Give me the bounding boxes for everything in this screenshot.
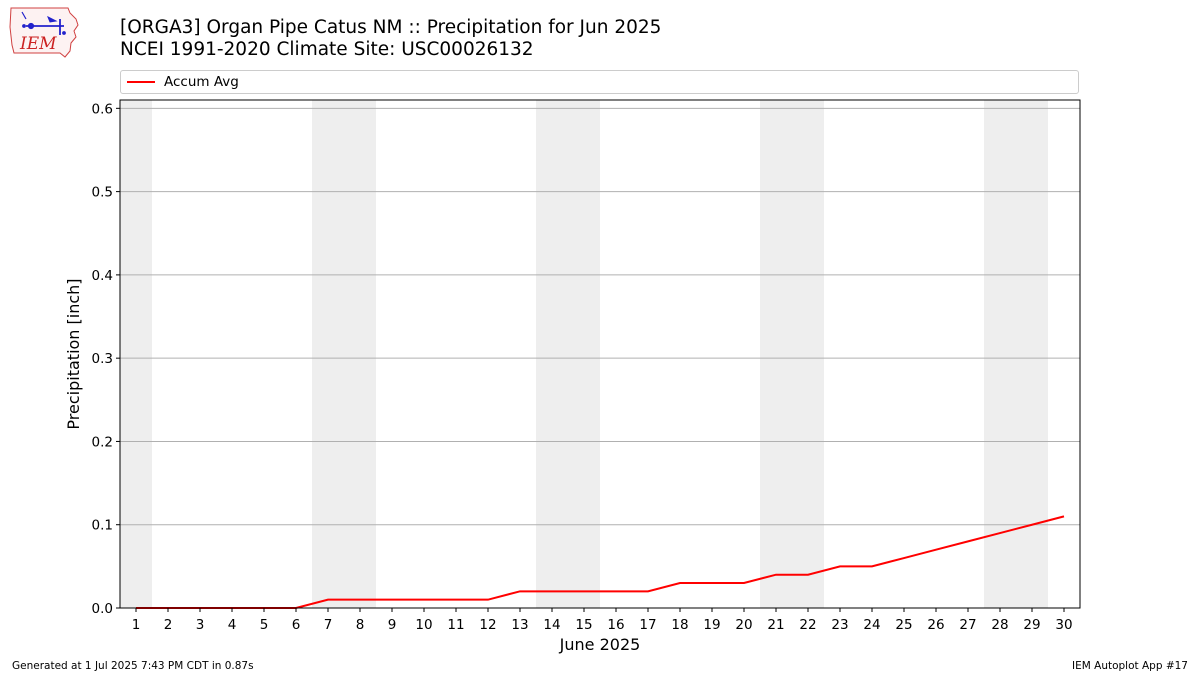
x-tick-label: 17 [639,617,656,633]
legend: Accum Avg [120,70,1079,94]
x-tick-label: 4 [228,617,237,633]
y-tick-label: 0.2 [92,434,113,450]
x-tick-label: 18 [671,617,688,633]
x-tick-label: 22 [799,617,816,633]
weekend-band [984,100,1016,608]
legend-label: Accum Avg [164,74,239,90]
x-tick-label: 1 [132,617,141,633]
iowa-outline-icon [9,7,79,58]
x-tick-label: 28 [991,617,1008,633]
plot-frame [119,99,1081,609]
x-tick-label: 23 [831,617,848,633]
weekend-band [760,100,792,608]
y-tick-label: 0.3 [92,351,113,367]
weekend-band [568,100,600,608]
x-tick-label: 8 [356,617,365,633]
chart-title: [ORGA3] Organ Pipe Catus NM :: Precipita… [120,17,661,61]
x-tick-label: 19 [703,617,720,633]
app-label: IEM Autoplot App #17 [1072,660,1188,672]
x-tick-label: 9 [388,617,397,633]
weekend-band [536,100,568,608]
weekend-band [344,100,376,608]
x-tick-label: 16 [607,617,624,633]
x-tick-label: 13 [511,617,528,633]
x-tick-label: 10 [415,617,432,633]
weekend-bands [120,100,1048,608]
weekend-band [1016,100,1048,608]
x-tick-label: 14 [543,617,560,633]
x-tick-label: 5 [260,617,269,633]
weekend-band [312,100,344,608]
weekend-band [120,100,152,608]
x-axis-label: June 2025 [559,635,641,654]
y-tick-label: 0.5 [92,185,113,201]
y-tick-label: 0.6 [92,101,113,117]
x-tick-label: 7 [324,617,333,633]
x-tick-label: 29 [1023,617,1040,633]
x-tick-label: 27 [959,617,976,633]
legend-line-swatch [127,81,155,83]
x-tick-label: 3 [196,617,205,633]
weather-station-icon [21,11,66,35]
weekend-band [792,100,824,608]
y-axis-label: Precipitation [inch] [64,278,83,429]
x-tick-label: 21 [767,617,784,633]
x-tick-label: 26 [927,617,944,633]
iem-logo: IEM [9,7,79,58]
y-tick-label: 0.1 [92,518,113,534]
y-axis: 0.0 0.1 0.2 0.3 0.4 0.5 0.6 [92,101,120,617]
x-axis: 1 2 3 4 5 6 7 8 9 10 11 12 13 14 15 16 17 18 19 20 21 22 23 24 2… [132,608,1073,633]
y-tick-label: 0.0 [92,601,113,617]
x-tick-label: 6 [292,617,301,633]
x-tick-label: 25 [895,617,912,633]
x-tick-label: 30 [1055,617,1072,633]
generated-timestamp: Generated at 1 Jul 2025 7:43 PM CDT in 0… [12,660,254,672]
title-line-1: [ORGA3] Organ Pipe Catus NM :: Precipita… [120,17,662,38]
x-tick-label: 11 [447,617,464,633]
series-line-accum-avg [136,515,1065,609]
title-line-2: NCEI 1991-2020 Climate Site: USC00026132 [120,39,534,60]
y-tick-label: 0.4 [92,268,113,284]
x-tick-label: 15 [575,617,592,633]
x-tick-label: 12 [479,617,496,633]
x-tick-label: 2 [164,617,173,633]
grid-lines [120,107,1080,526]
x-tick-label: 24 [863,617,880,633]
series-lines [136,515,1065,609]
x-tick-label: 20 [735,617,752,633]
logo-text: IEM [19,34,57,54]
